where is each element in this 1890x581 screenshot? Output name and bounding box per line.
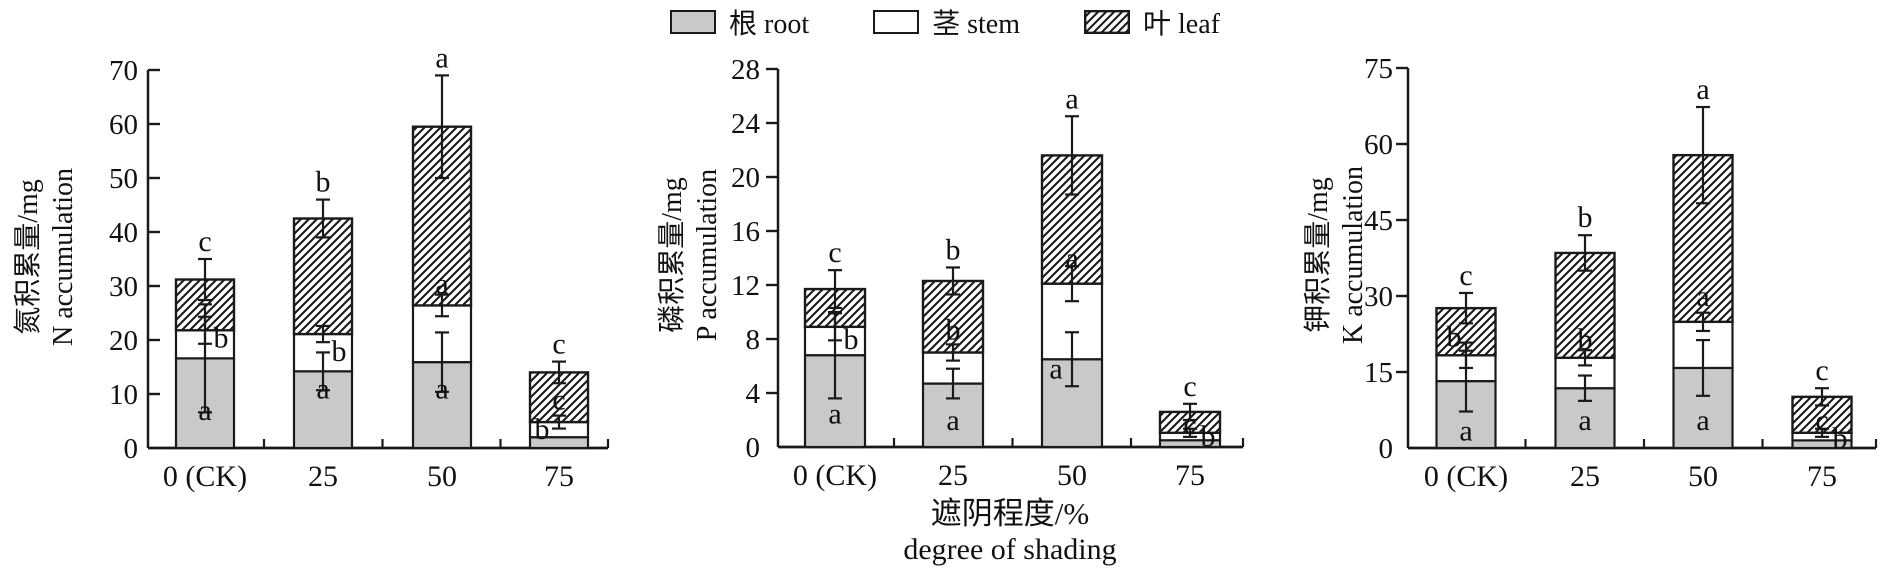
svg-text:c: c [828,236,841,269]
svg-text:60: 60 [109,109,138,141]
legend: 根 root 茎 stem 叶 leaf [0,2,1890,42]
legend-label-leaf: 叶 leaf [1143,9,1220,40]
svg-text:a: a [1065,242,1078,275]
svg-text:c: c [1815,354,1828,387]
svg-text:12: 12 [731,270,760,302]
svg-text:8: 8 [746,324,761,356]
svg-text:25: 25 [308,460,338,493]
svg-text:75: 75 [1807,460,1837,493]
legend-item-root: 根 root [670,2,809,42]
svg-text:20: 20 [109,325,138,357]
svg-text:20: 20 [731,162,760,194]
svg-text:c: c [1183,370,1196,403]
svg-text:a: a [1049,353,1062,386]
svg-text:50: 50 [1057,459,1087,492]
legend-label-root: 根 root [729,9,810,40]
svg-text:b: b [316,166,331,199]
x-axis-title: 遮阴程度/% degree of shading [750,496,1270,568]
y-axis-title-n-cn: 氮积累量/mg [13,179,44,335]
svg-text:b: b [946,233,961,266]
svg-text:28: 28 [731,54,760,86]
svg-text:75: 75 [544,460,574,493]
svg-text:b: b [535,413,550,446]
svg-text:a: a [435,267,448,300]
svg-text:25: 25 [1570,460,1600,493]
svg-text:0 (CK): 0 (CK) [793,459,877,492]
y-axis-title-k: 钾积累量/mg K accumulation [1300,95,1372,415]
svg-text:30: 30 [109,271,138,303]
y-axis-title-p-cn: 磷积累量/mg [657,177,688,333]
svg-text:b: b [1578,323,1593,356]
svg-text:40: 40 [109,217,138,249]
y-axis-title-n: 氮积累量/mg N accumulation [10,97,82,417]
svg-text:60: 60 [1364,129,1393,161]
stem-swatch [873,10,920,34]
svg-text:75: 75 [1175,459,1205,492]
svg-text:b: b [844,323,859,356]
svg-text:b: b [1578,201,1593,234]
svg-text:a: a [316,373,329,406]
svg-text:0 (CK): 0 (CK) [163,460,247,493]
x-axis-title-cn: 遮阴程度/% [930,496,1090,531]
svg-text:a: a [828,397,841,430]
svg-text:50: 50 [109,163,138,195]
svg-text:50: 50 [427,460,457,493]
svg-text:75: 75 [1364,53,1393,85]
svg-text:c: c [552,328,565,361]
svg-text:c: c [1459,259,1472,292]
svg-text:c: c [552,383,565,416]
x-axis-title-en: degree of shading [903,533,1117,566]
svg-text:a: a [1696,280,1709,313]
svg-text:a: a [435,41,448,74]
svg-text:a: a [435,373,448,406]
svg-text:a: a [946,404,959,437]
svg-text:4: 4 [746,378,761,410]
svg-text:b: b [1201,420,1216,453]
svg-text:c: c [198,225,211,258]
y-axis-title-k-en: K accumulation [1338,165,1369,345]
svg-text:a: a [1578,404,1591,437]
svg-text:0 (CK): 0 (CK) [1424,460,1508,493]
svg-text:70: 70 [109,55,138,87]
svg-text:25: 25 [938,459,968,492]
y-axis-title-n-en: N accumulation [48,167,79,347]
root-swatch [670,10,717,34]
svg-text:0: 0 [124,433,139,465]
y-axis-title-p: 磷积累量/mg P accumulation [654,95,726,415]
svg-text:a: a [1696,404,1709,437]
legend-item-leaf: 叶 leaf [1084,2,1220,42]
svg-text:a: a [1696,73,1709,106]
leaf-hatch-swatch [1084,10,1131,34]
svg-text:0: 0 [1379,433,1394,465]
y-axis-title-k-cn: 钾积累量/mg [1303,177,1334,333]
legend-item-stem: 茎 stem [873,2,1020,42]
svg-text:c: c [1183,408,1196,441]
svg-text:b: b [214,321,229,354]
svg-text:50: 50 [1688,460,1718,493]
svg-text:30: 30 [1364,281,1393,313]
svg-text:16: 16 [731,216,760,248]
svg-text:0: 0 [746,432,761,464]
legend-label-stem: 茎 stem [932,9,1021,40]
svg-text:15: 15 [1364,357,1393,389]
svg-text:b: b [332,335,347,368]
svg-text:45: 45 [1364,205,1393,237]
y-axis-title-p-en: P accumulation [692,168,723,342]
svg-text:b: b [1447,321,1462,354]
svg-text:b: b [946,314,961,347]
svg-text:24: 24 [731,108,761,140]
svg-text:a: a [1459,414,1472,447]
svg-text:c: c [1815,404,1828,437]
svg-text:a: a [198,394,211,427]
svg-text:a: a [1065,82,1078,115]
svg-text:10: 10 [109,379,138,411]
svg-text:b: b [1833,422,1848,455]
